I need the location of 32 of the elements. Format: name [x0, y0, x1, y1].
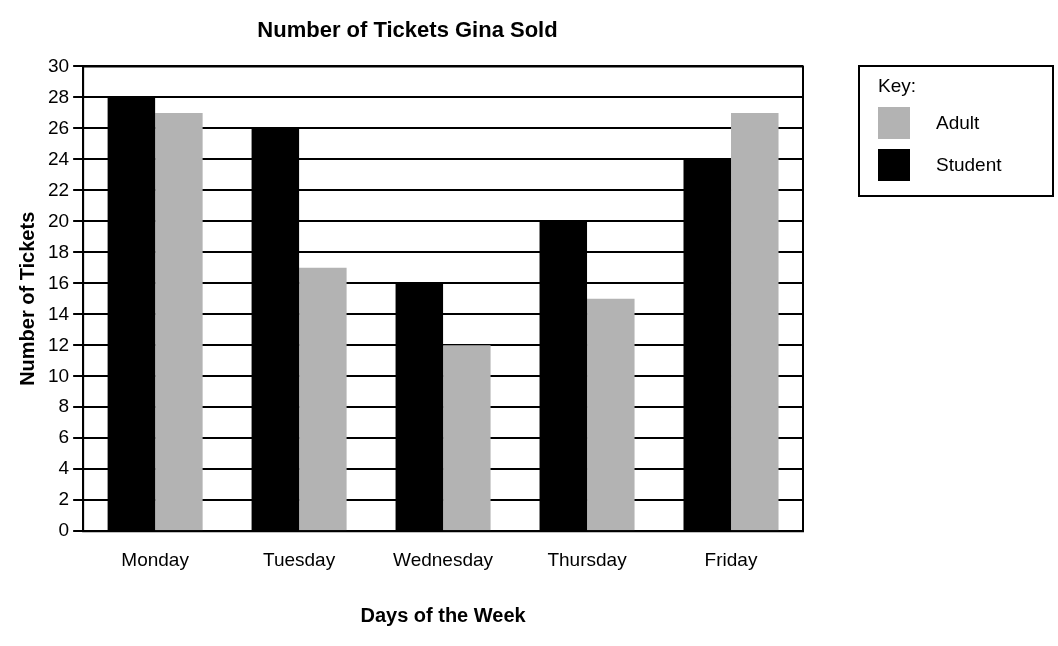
bar — [587, 298, 635, 531]
x-tick-label: Wednesday — [393, 548, 494, 570]
y-tick-label: 22 — [47, 178, 70, 200]
x-tick-label: Tuesday — [263, 548, 336, 570]
y-tick-label: 20 — [47, 209, 70, 231]
y-tick-label: 6 — [58, 426, 70, 448]
y-tick-label: 28 — [47, 85, 70, 107]
legend-title: Key: — [878, 75, 918, 97]
x-tick-label: Friday — [704, 548, 758, 570]
legend-label: Adult — [936, 112, 980, 134]
bar — [731, 112, 779, 531]
y-tick-label: 18 — [47, 240, 70, 262]
y-tick-label: 30 — [47, 54, 70, 76]
y-tick-label: 26 — [47, 116, 70, 138]
legend-label: Student — [936, 154, 1002, 176]
y-tick-label: 10 — [47, 364, 70, 386]
bar — [155, 112, 203, 531]
chart-title: Number of Tickets Gina Sold — [257, 17, 558, 43]
y-tick-label: 14 — [47, 302, 70, 324]
y-tick-label: 24 — [47, 147, 70, 169]
y-tick-label: 16 — [47, 271, 70, 293]
y-tick-label: 0 — [58, 519, 70, 541]
y-tick-label: 8 — [58, 395, 70, 417]
x-tick-label: Monday — [121, 548, 190, 570]
y-axis-title: Number of Tickets — [15, 211, 38, 386]
y-tick-label: 4 — [58, 457, 70, 479]
y-tick-label: 12 — [47, 333, 70, 355]
x-axis-title: Days of the Week — [360, 603, 527, 626]
bar — [443, 345, 491, 531]
x-tick-label: Thursday — [547, 548, 628, 570]
bar — [299, 267, 347, 531]
y-tick-label: 2 — [58, 488, 70, 510]
